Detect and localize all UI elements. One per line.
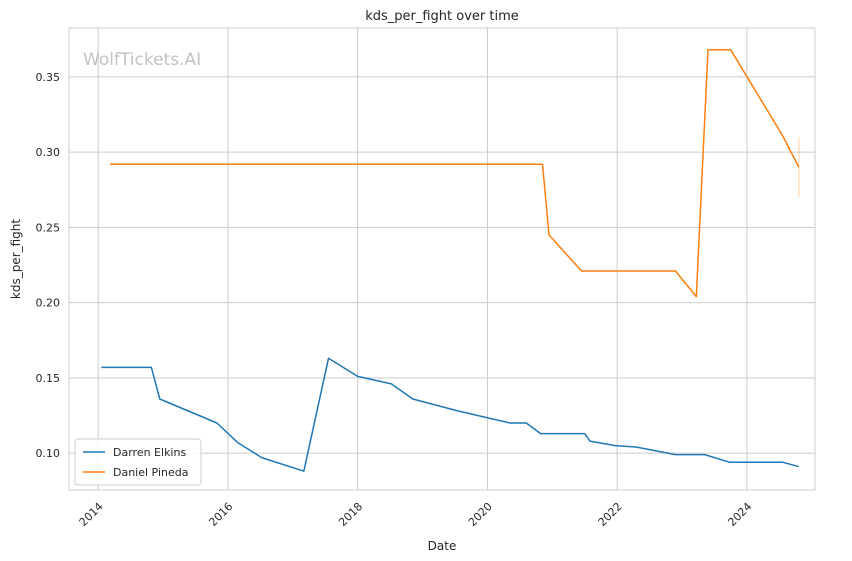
x-tick-label: 2016 [206, 500, 235, 529]
x-tick-label: 2018 [336, 500, 365, 529]
series-layer [101, 49, 800, 472]
y-axis-ticks: 0.10 0.15 0.20 0.25 0.30 0.35 [36, 71, 61, 460]
y-tick-label: 0.10 [36, 447, 61, 460]
x-axis-label: Date [428, 539, 457, 553]
y-tick-label: 0.30 [36, 146, 61, 159]
y-tick-label: 0.25 [36, 221, 61, 234]
x-tick-label: 2014 [77, 500, 106, 529]
y-tick-label: 0.20 [36, 297, 61, 310]
chart-title: kds_per_fight over time [365, 9, 519, 24]
x-tick-label: 2020 [466, 500, 495, 529]
legend: Darren Elkins Daniel Pineda [74, 438, 202, 486]
plot-area [68, 27, 816, 491]
series-line-darren-elkins [101, 357, 800, 472]
y-axis-label: kds_per_fight [9, 219, 23, 300]
legend-box [74, 438, 202, 486]
x-tick-label: 2024 [725, 500, 754, 529]
series-line-daniel-pineda [109, 49, 800, 298]
legend-label: Daniel Pineda [113, 466, 188, 479]
x-tick-label: 2022 [596, 500, 625, 529]
x-axis-ticks: 2014 2016 2018 2020 2022 2024 [77, 500, 755, 529]
y-tick-label: 0.15 [36, 372, 61, 385]
watermark: WolfTickets.AI [83, 50, 201, 70]
grid [69, 28, 815, 490]
y-tick-label: 0.35 [36, 71, 61, 84]
legend-label: Darren Elkins [113, 446, 186, 459]
